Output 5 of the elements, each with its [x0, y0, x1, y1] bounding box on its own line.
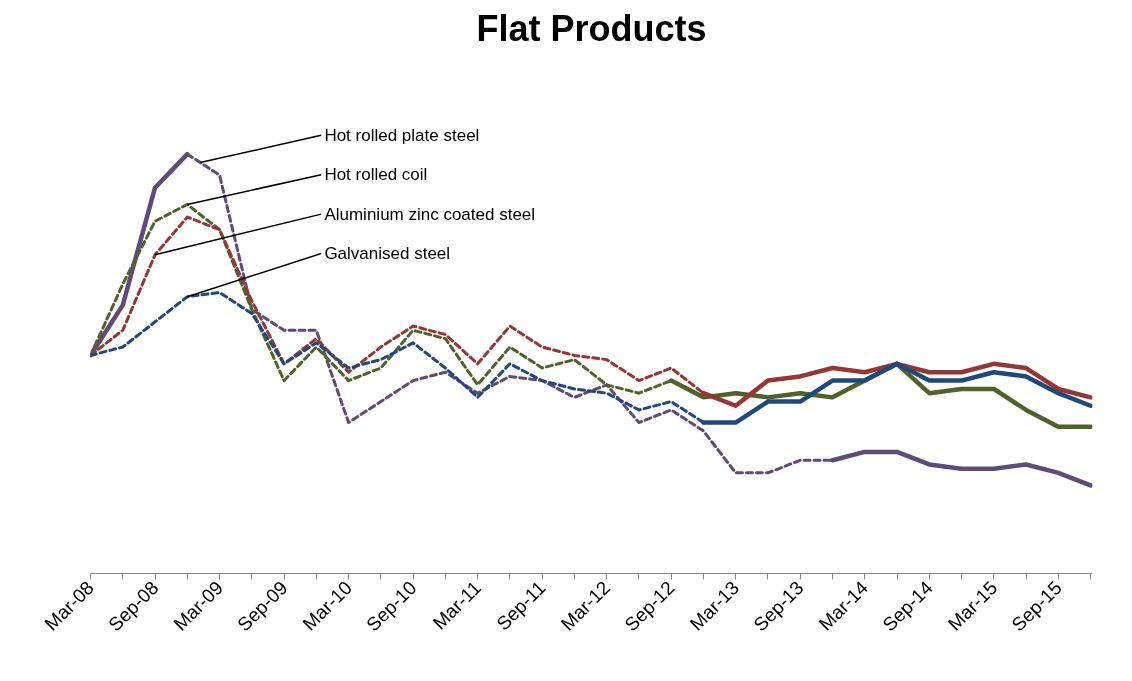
text: Galvanised steel: [324, 244, 451, 264]
text: Hot rolled coil: [324, 165, 428, 185]
text: Hot rolled plate steel: [324, 125, 480, 145]
chart-title: Flat Products: [476, 7, 707, 49]
text: Aluminium zinc coated steel: [324, 204, 536, 224]
